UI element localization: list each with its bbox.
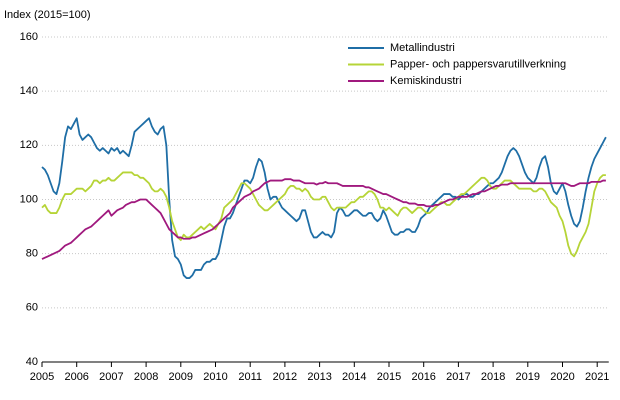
legend-label: Papper- och pappersvarutillverkning [390,58,566,70]
series-line [41,117,607,279]
x-tick-label: 2010 [203,371,227,383]
series-line [41,171,606,258]
y-tick-label: 100 [20,193,38,205]
y-tick-label: 60 [26,302,38,314]
x-tick-label: 2015 [377,371,401,383]
x-tick-label: 2005 [30,371,54,383]
x-tick-label: 2019 [516,371,540,383]
y-tick-label: 80 [26,248,38,260]
x-tick-label: 2012 [273,371,297,383]
x-tick-label: 2020 [550,371,574,383]
x-tick-label: 2018 [481,371,505,383]
y-tick-label: 40 [26,356,38,368]
x-tick-label: 2007 [99,371,123,383]
x-tick-label: 2017 [446,371,470,383]
y-tick-label: 140 [20,85,38,97]
y-tick-label: 160 [20,31,38,43]
x-tick-label: 2011 [238,371,262,383]
legend-label: Metallindustri [390,42,455,54]
x-tick-label: 2006 [64,371,88,383]
x-tick-label: 2021 [585,371,609,383]
legend-label: Kemiskindustri [390,75,462,87]
y-axis-label: Index (2015=100) [4,9,91,21]
x-tick-label: 2009 [169,371,193,383]
x-tick-label: 2016 [411,371,435,383]
y-tick-label: 120 [20,139,38,151]
x-tick-label: 2008 [134,371,158,383]
x-tick-label: 2014 [342,371,366,383]
series-line [41,178,606,260]
x-tick-label: 2013 [307,371,331,383]
